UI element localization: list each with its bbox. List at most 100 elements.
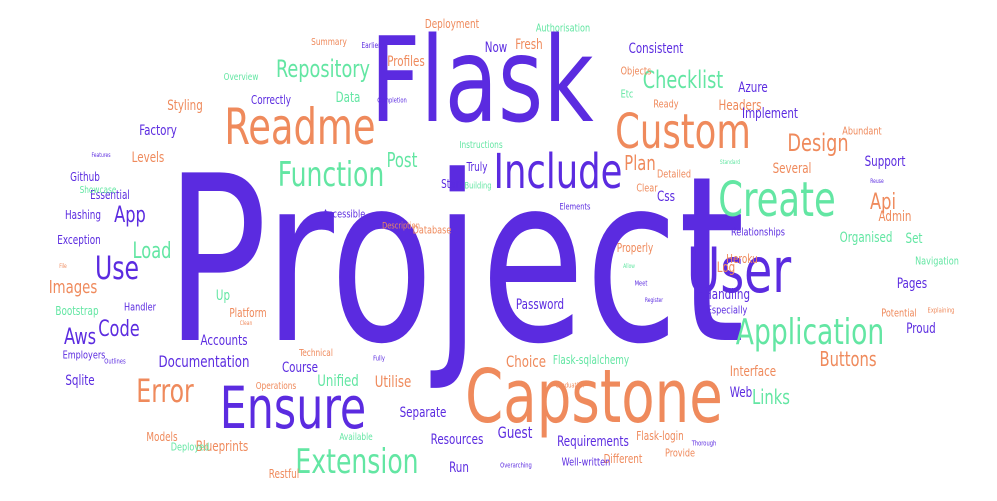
word-building: Building [464,181,492,192]
word-aws: Aws [63,325,97,350]
word-flask-sqlalchemy: Flask-sqlalchemy [552,353,630,367]
word-operations: Operations [255,381,297,392]
word-abundant: Abundant [842,124,882,138]
word-bootstrap: Bootstrap [55,304,99,318]
word-completion: Completion [377,96,407,105]
word-extension: Extension [295,442,419,482]
word-potential: Potential [881,306,917,320]
word-flask-login: Flask-login [636,429,684,443]
word-showcase: Showcase [79,185,117,196]
word-project: Project [165,128,745,395]
word-accounts: Accounts [200,333,248,349]
word-fresh: Fresh [515,37,543,53]
word-meet: Meet [634,279,648,288]
word-styling: Styling [167,98,203,114]
word-available: Available [339,432,373,443]
word-admin: Admin [878,209,912,225]
word-several: Several [772,161,812,177]
word-load: Load [132,239,172,264]
word-separate: Separate [399,405,447,421]
word-database: Database [412,223,452,237]
word-css: Css [657,189,675,205]
word-features: Features [91,152,111,159]
word-application: Application [735,312,885,353]
word-plan: Plan [624,151,656,175]
word-include: Include [493,144,623,200]
word-pages: Pages [896,276,928,292]
word-truly: Truly [466,160,488,174]
word-heroku: Heroku [726,252,758,266]
word-summary: Summary [311,37,347,48]
word-outlines: Outlines [104,357,126,366]
word-detailed: Detailed [656,167,692,181]
word-unified: Unified [317,371,359,390]
word-documentation: Documentation [158,352,250,371]
word-reuse: Reuse [870,178,884,185]
word-allow: Allow [623,263,635,270]
word-interface: Interface [729,364,777,380]
word-platform: Platform [229,306,267,320]
word-github: Github [70,170,100,184]
word-requirements: Requirements [557,434,629,450]
word-relationships: Relationships [730,225,786,239]
word-set: Set [905,231,923,247]
word-consistent: Consistent [628,41,684,57]
word-links: Links [752,385,790,409]
word-hashing: Hashing [64,208,102,222]
word-standard: Standard [719,159,741,166]
word-password: Password [515,297,565,313]
word-handling: Handling [703,287,751,303]
word-elements: Elements [559,202,591,213]
word-employers: Employers [62,348,106,362]
word-profiles: Profiles [387,54,425,70]
word-now: Now [484,40,508,56]
word-readme: Readme [224,98,376,156]
word-repository: Repository [275,55,371,83]
word-factory: Factory [139,123,177,139]
word-register: Register [644,297,664,304]
word-essential: Essential [90,188,130,202]
word-start: Start [441,177,463,191]
word-run: Run [449,460,469,476]
word-accessible: Accessible [322,207,366,221]
word-overarching: Overarching [500,461,532,470]
word-different: Different [603,452,643,466]
word-flask: Flask [370,11,594,149]
word-buttons: Buttons [819,347,877,371]
word-data: Data [335,90,361,106]
word-organised: Organised [839,230,893,246]
word-ensure: Ensure [219,374,367,442]
word-levels: Levels [131,150,165,166]
word-images: Images [48,277,98,298]
word-blueprints: Blueprints [195,439,249,455]
word-restful: Restful [268,467,300,481]
word-etc: Etc [620,87,634,101]
word-error: Error [136,372,194,410]
word-capstone: Capstone [465,354,723,440]
word-custom: Custom [615,104,751,160]
word-models: Models [146,430,178,444]
word-handler: Handler [124,300,156,314]
word-ready: Ready [653,97,679,111]
word-description: Description [382,221,420,232]
word-user: User [686,234,792,307]
word-exception: Exception [57,233,101,247]
word-deployment: Deployment [424,17,480,31]
word-resources: Resources [430,432,484,448]
word-especially: Especially [706,303,748,317]
word-sqlite: Sqlite [65,373,95,389]
word-utilise: Utilise [374,372,412,391]
word-api: Api [870,190,896,215]
word-earlier: Earlier [361,41,381,50]
word-properly: Properly [616,241,654,255]
word-technical: Technical [299,348,333,359]
word-course: Course [281,360,319,376]
word-app: App [114,203,146,228]
word-fully: Fully [373,354,385,363]
word-log: Log [716,260,736,276]
word-azure: Azure [738,80,768,96]
word-create: Create [718,172,836,228]
word-up: Up [215,288,231,304]
word-post: Post [386,148,418,172]
